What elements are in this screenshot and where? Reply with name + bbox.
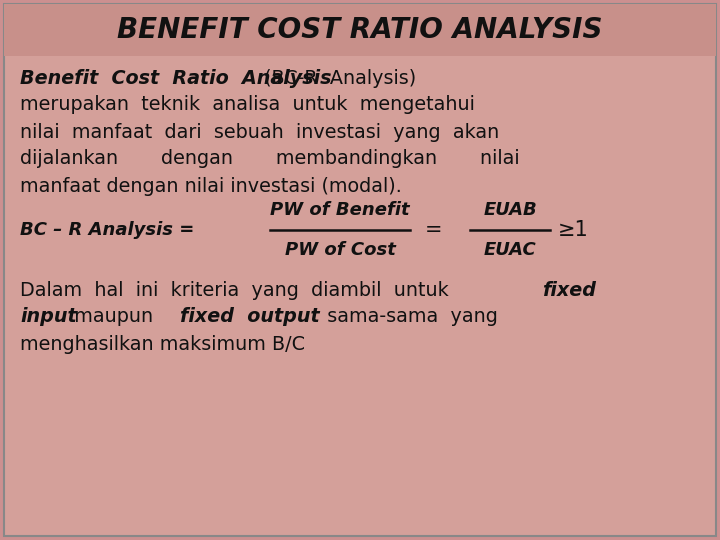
Text: input: input <box>20 307 76 327</box>
Text: BC – R Analysis =: BC – R Analysis = <box>20 221 201 239</box>
Text: ≥1: ≥1 <box>558 220 589 240</box>
Text: maupun: maupun <box>62 307 166 327</box>
Text: EUAC: EUAC <box>484 241 536 259</box>
Text: =: = <box>425 220 443 240</box>
Text: manfaat dengan nilai investasi (modal).: manfaat dengan nilai investasi (modal). <box>20 177 402 195</box>
Text: menghasilkan maksimum B/C: menghasilkan maksimum B/C <box>20 334 305 354</box>
Text: nilai  manfaat  dari  sebuah  investasi  yang  akan: nilai manfaat dari sebuah investasi yang… <box>20 123 499 141</box>
FancyBboxPatch shape <box>4 4 716 536</box>
Text: fixed: fixed <box>542 280 596 300</box>
Text: BENEFIT COST RATIO ANALYSIS: BENEFIT COST RATIO ANALYSIS <box>117 16 603 44</box>
FancyBboxPatch shape <box>4 4 716 56</box>
Text: Benefit  Cost  Ratio  Analysis: Benefit Cost Ratio Analysis <box>20 69 331 87</box>
Text: PW of Cost: PW of Cost <box>284 241 395 259</box>
Text: fixed  output: fixed output <box>180 307 320 327</box>
Text: (BC-R  Analysis): (BC-R Analysis) <box>258 69 416 87</box>
Text: EUAB: EUAB <box>483 201 537 219</box>
Text: PW of Benefit: PW of Benefit <box>270 201 410 219</box>
Text: merupakan  teknik  analisa  untuk  mengetahui: merupakan teknik analisa untuk mengetahu… <box>20 96 475 114</box>
Text: sama-sama  yang: sama-sama yang <box>315 307 498 327</box>
Text: Dalam  hal  ini  kriteria  yang  diambil  untuk: Dalam hal ini kriteria yang diambil untu… <box>20 280 455 300</box>
Text: dijalankan       dengan       membandingkan       nilai: dijalankan dengan membandingkan nilai <box>20 150 520 168</box>
